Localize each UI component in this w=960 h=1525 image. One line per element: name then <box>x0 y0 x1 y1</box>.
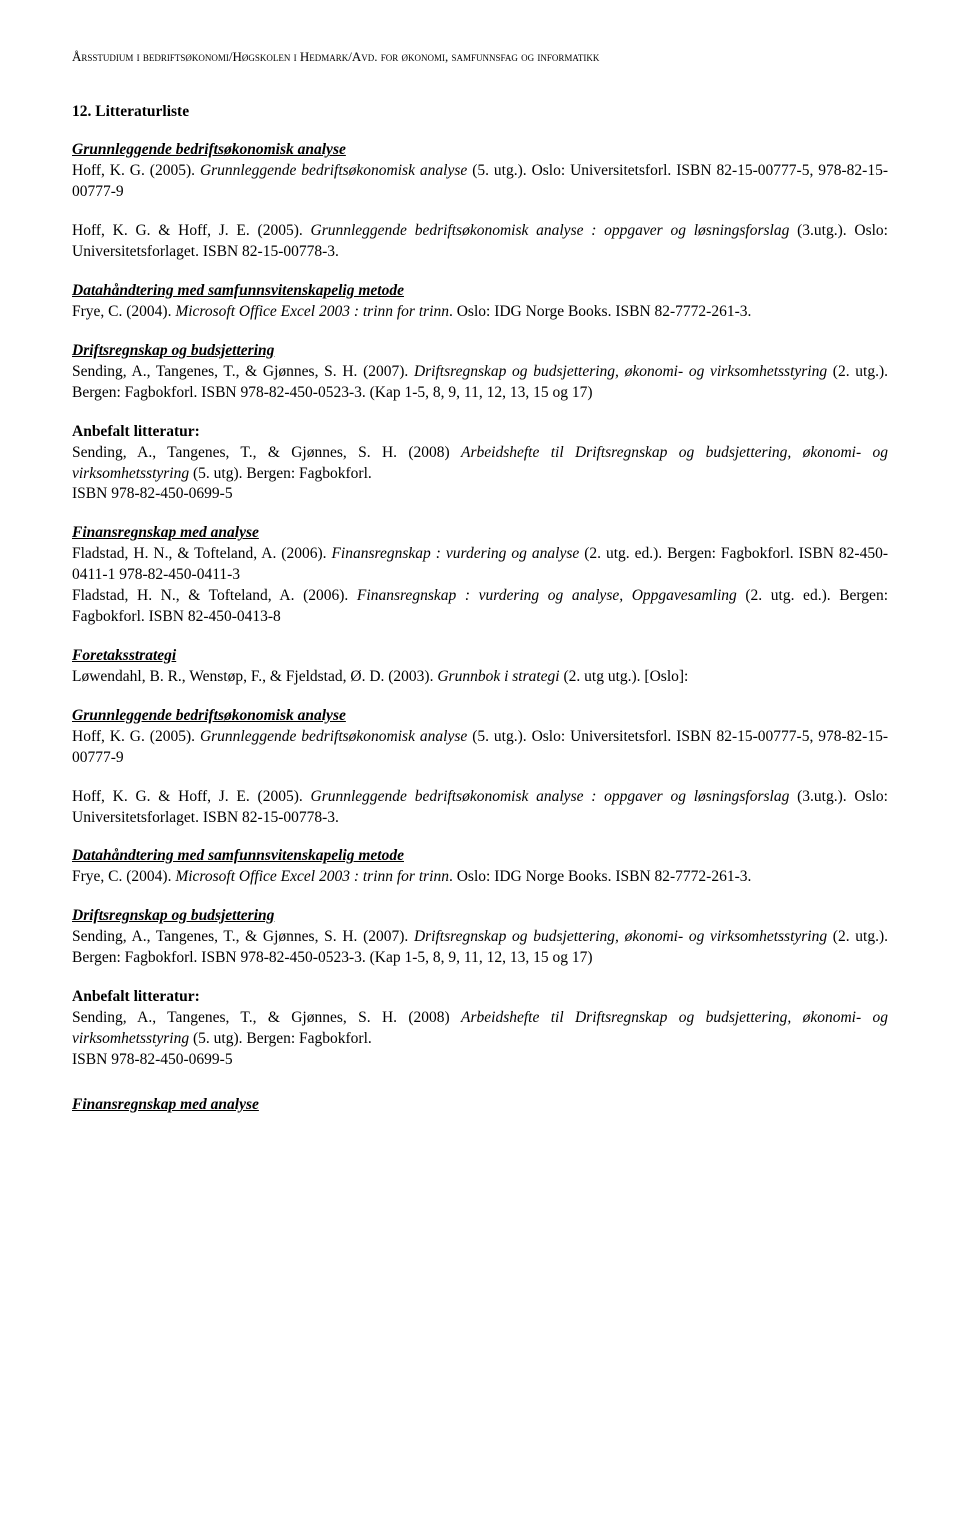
sec2r-head: Datahåndtering med samfunnsvitenskapelig… <box>72 846 888 867</box>
text-ital: Grunnleggende bedriftsøkonomisk analyse … <box>311 788 790 805</box>
text: Hoff, K. G. & Hoff, J. E. (2005). <box>72 222 311 239</box>
sec3-isbn: ISBN 978-82-450-0699-5 <box>72 484 888 505</box>
sec3r-p2: Sending, A., Tangenes, T., & Gjønnes, S.… <box>72 1008 888 1050</box>
text-ital: Driftsregnskap og budsjettering, økonomi… <box>414 928 827 945</box>
text: Fladstad, H. N., & Tofteland, A. (2006). <box>72 545 331 562</box>
text-ital: Grunnleggende bedriftsøkonomisk analyse <box>200 728 467 745</box>
text: Frye, C. (2004). <box>72 303 175 320</box>
anbefalt-head: Anbefalt litteratur: <box>72 422 888 443</box>
text: Sending, A., Tangenes, T., & Gjønnes, S.… <box>72 928 414 945</box>
sec1-head: Grunnleggende bedriftsøkonomisk analyse <box>72 140 888 161</box>
text: Hoff, K. G. & Hoff, J. E. (2005). <box>72 788 311 805</box>
text-ital: Grunnleggende bedriftsøkonomisk analyse … <box>311 222 790 239</box>
text-ital: Microsoft Office Excel 2003 : trinn for … <box>175 868 449 885</box>
text-ital: Grunnleggende bedriftsøkonomisk analyse <box>200 162 467 179</box>
text: Fladstad, H. N., & Tofteland, A. (2006). <box>72 587 357 604</box>
sec3-p2: Sending, A., Tangenes, T., & Gjønnes, S.… <box>72 443 888 485</box>
page-header: Årsstudium i bedriftsøkonomi/Høgskolen i… <box>72 48 888 66</box>
sec2-p1: Frye, C. (2004). Microsoft Office Excel … <box>72 302 888 323</box>
text-ital: Finansregnskap : vurdering og analyse, O… <box>357 587 737 604</box>
sec3-head: Driftsregnskap og budsjettering <box>72 341 888 362</box>
sec1-p1: Hoff, K. G. (2005). Grunnleggende bedrif… <box>72 161 888 203</box>
text: Hoff, K. G. (2005). <box>72 162 200 179</box>
sec1r-p1: Hoff, K. G. (2005). Grunnleggende bedrif… <box>72 727 888 769</box>
sec3r-head: Driftsregnskap og budsjettering <box>72 906 888 927</box>
text: Sending, A., Tangenes, T., & Gjønnes, S.… <box>72 1009 461 1026</box>
sec4-p2: Fladstad, H. N., & Tofteland, A. (2006).… <box>72 586 888 628</box>
text: Løwendahl, B. R., Wenstøp, F., & Fjeldst… <box>72 668 437 685</box>
text-ital: Finansregnskap : vurdering og analyse <box>331 545 579 562</box>
text-ital: Microsoft Office Excel 2003 : trinn for … <box>175 303 449 320</box>
sec5-head: Foretaksstrategi <box>72 646 888 667</box>
text: Frye, C. (2004). <box>72 868 175 885</box>
sec1r-head: Grunnleggende bedriftsøkonomisk analyse <box>72 706 888 727</box>
text: . Oslo: IDG Norge Books. ISBN 82-7772-26… <box>449 303 751 320</box>
sec3r-p1: Sending, A., Tangenes, T., & Gjønnes, S.… <box>72 927 888 969</box>
sec2r-p1: Frye, C. (2004). Microsoft Office Excel … <box>72 867 888 888</box>
text-ital: Driftsregnskap og budsjettering, økonomi… <box>414 363 827 380</box>
text: Sending, A., Tangenes, T., & Gjønnes, S.… <box>72 363 414 380</box>
sec3-p1: Sending, A., Tangenes, T., & Gjønnes, S.… <box>72 362 888 404</box>
text: Sending, A., Tangenes, T., & Gjønnes, S.… <box>72 444 461 461</box>
text: (5. utg). Bergen: Fagbokforl. <box>189 1030 372 1047</box>
text-ital: Grunnbok i strategi <box>437 668 559 685</box>
sec1r-p2: Hoff, K. G. & Hoff, J. E. (2005). Grunnl… <box>72 787 888 829</box>
sec5-p1: Løwendahl, B. R., Wenstøp, F., & Fjeldst… <box>72 667 888 688</box>
doc-title: 12. Litteraturliste <box>72 102 888 123</box>
text: Hoff, K. G. (2005). <box>72 728 200 745</box>
sec1-p2: Hoff, K. G. & Hoff, J. E. (2005). Grunnl… <box>72 221 888 263</box>
sec4-p1: Fladstad, H. N., & Tofteland, A. (2006).… <box>72 544 888 586</box>
anbefalt-head-r: Anbefalt litteratur: <box>72 987 888 1008</box>
sec2-head: Datahåndtering med samfunnsvitenskapelig… <box>72 281 888 302</box>
sec3r-isbn: ISBN 978-82-450-0699-5 <box>72 1050 888 1071</box>
sec6-head: Finansregnskap med analyse <box>72 1095 888 1116</box>
text: (2. utg utg.). [Oslo]: <box>560 668 689 685</box>
sec4-head: Finansregnskap med analyse <box>72 523 888 544</box>
text: . Oslo: IDG Norge Books. ISBN 82-7772-26… <box>449 868 751 885</box>
text: (5. utg). Bergen: Fagbokforl. <box>189 465 372 482</box>
